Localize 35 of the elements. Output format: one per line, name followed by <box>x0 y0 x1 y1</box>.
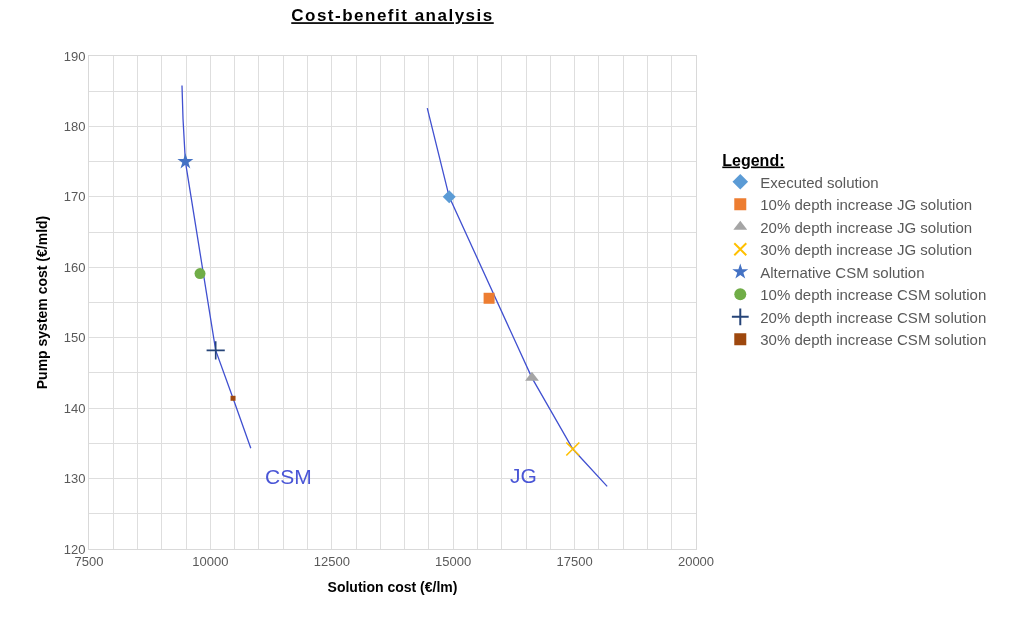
y-tick-label: 160 <box>63 259 86 275</box>
y-tick-label: 170 <box>63 189 86 205</box>
legend-label: Alternative CSM solution <box>760 263 925 281</box>
legend-label: 10% depth increase JG solution <box>760 196 973 214</box>
y-tick-label: 190 <box>63 48 86 64</box>
x-axis-title: Solution cost (€/lm) <box>327 578 458 595</box>
x-tick-label: 10000 <box>192 553 229 569</box>
point <box>205 340 226 361</box>
y-tick-label: 150 <box>63 330 86 346</box>
point <box>525 371 539 381</box>
x-tick-label: 17500 <box>556 553 593 569</box>
legend-label: 30% depth increase CSM solution <box>760 331 987 349</box>
point <box>177 153 194 169</box>
x-tick-label: 15000 <box>435 553 472 569</box>
legend-label: 20% depth increase CSM solution <box>760 308 987 326</box>
point <box>230 395 236 401</box>
point <box>565 441 581 457</box>
y-tick-label: 140 <box>63 400 86 416</box>
point <box>194 268 206 280</box>
chart-title: Cost-benefit analysis <box>291 6 494 26</box>
legend-title: Legend: <box>722 151 785 169</box>
y-axis-title: Pump system cost (€/mld) <box>34 215 51 390</box>
annotation: CSM <box>265 465 312 488</box>
line-series <box>426 107 608 487</box>
y-tick-label: 130 <box>63 471 86 487</box>
legend-label: Executed solution <box>760 173 879 191</box>
x-tick-label: 20000 <box>677 553 715 569</box>
legend-label: 20% depth increase JG solution <box>760 218 973 236</box>
legend-label: 10% depth increase CSM solution <box>760 286 987 304</box>
point <box>483 292 495 304</box>
annotation: JG <box>510 464 537 487</box>
y-tick-label: 180 <box>63 118 86 134</box>
legend-label: 30% depth increase JG solution <box>760 241 973 259</box>
x-tick-label: 12500 <box>313 553 350 569</box>
point <box>442 190 456 204</box>
